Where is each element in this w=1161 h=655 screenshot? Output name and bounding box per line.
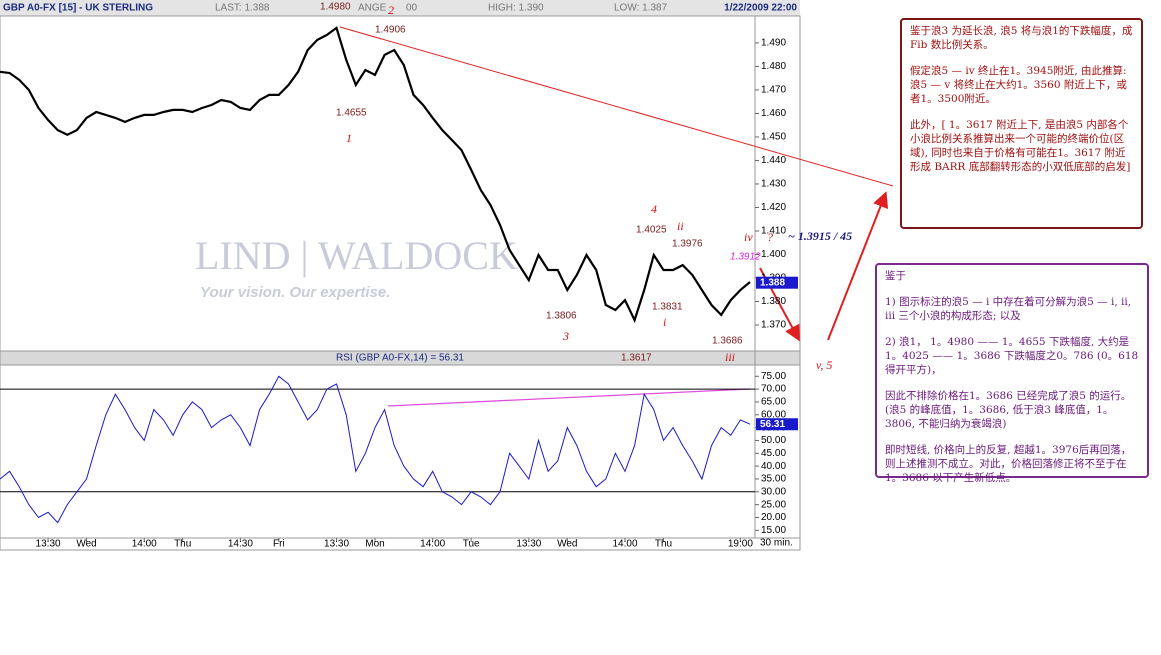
y-tick-label: 45.00 bbox=[761, 448, 786, 459]
note-paragraph: 2) 浪1， 1。4980 —— 1。4655 下跌幅度, 大约是 1。4025… bbox=[885, 336, 1139, 376]
price-line bbox=[0, 375, 751, 524]
x-tick-label: 14:30 bbox=[228, 539, 253, 550]
y-tick-label: 1.490 bbox=[761, 38, 786, 49]
annotation: 1.3806 bbox=[546, 311, 577, 322]
annotation: 1.3686 bbox=[712, 336, 743, 347]
annotation: iii bbox=[725, 350, 735, 364]
y-tick-label: 15.00 bbox=[761, 525, 786, 536]
note-paragraph: 此外，[ 1。3617 附近上下, 是由浪5 内部各个小浪比例关系推算出来一个可… bbox=[910, 119, 1131, 173]
y-tick-label: 65.00 bbox=[761, 397, 786, 408]
annotation: i bbox=[663, 315, 666, 329]
y-tick-label: 1.410 bbox=[761, 226, 786, 237]
x-tick-label: 14:00 bbox=[420, 539, 445, 550]
annotation: 1.4980 bbox=[320, 2, 351, 13]
x-tick-label: Wed bbox=[76, 539, 96, 550]
x-tick-label: 19:00 bbox=[728, 539, 753, 550]
last-price-box bbox=[756, 276, 798, 289]
x-tick-label: 13:30 bbox=[324, 539, 349, 550]
annotation: 4 bbox=[651, 202, 657, 216]
x-tick-label: 14:00 bbox=[132, 539, 157, 550]
annotation: 2 bbox=[388, 3, 394, 17]
note-paragraph: 鉴于浪3 为延长浪, 浪5 将与浪1的下跌幅度，成Fib 数比例关系。 bbox=[910, 25, 1133, 51]
y-tick-label: 35.00 bbox=[761, 474, 786, 485]
note-paragraph: 鉴于 bbox=[885, 270, 906, 282]
watermark-slogan: Your vision. Our expertise. bbox=[200, 284, 390, 301]
y-tick-label: 1.470 bbox=[761, 85, 786, 96]
header-high: HIGH: 1.390 bbox=[488, 3, 544, 14]
x-tick-label: Tue bbox=[463, 539, 480, 550]
chart-frame bbox=[0, 15, 801, 551]
y-tick-label: 30.00 bbox=[761, 486, 786, 497]
x-tick-label: Thu bbox=[655, 539, 672, 550]
annotation: 1.4655 bbox=[336, 108, 367, 119]
y-tick-label: 1.440 bbox=[761, 155, 786, 166]
x-tick-label: Fri bbox=[273, 539, 285, 550]
annotation: ? bbox=[767, 230, 773, 244]
header-change: 00 bbox=[406, 3, 418, 14]
annotation: 1.3831 bbox=[652, 302, 683, 313]
note-paragraph: 假定浪5 — iv 终止在1。3945附近, 由此推算:浪5 — v 将终止在大… bbox=[910, 65, 1127, 105]
annotation: 1.3617 bbox=[621, 353, 652, 364]
y-tick-label: 1.370 bbox=[761, 320, 786, 331]
annotation: 1.4906 bbox=[375, 25, 406, 36]
chart-title: GBP A0-FX [15] - UK STERLING bbox=[3, 3, 153, 14]
y-tick-label: 1.480 bbox=[761, 61, 786, 72]
annotation: ~ 1.3915 / 45 bbox=[788, 229, 852, 243]
y-tick-label: 1.380 bbox=[761, 296, 786, 307]
note-box: 鉴于浪3 为延长浪, 浪5 将与浪1的下跌幅度，成Fib 数比例关系。假定浪5 … bbox=[900, 18, 1143, 229]
note-paragraph: 因此不排除价格在1。3686 已经完成了浪5 的运行。(浪5 的峰底值，1。36… bbox=[885, 390, 1132, 430]
annotation: ii bbox=[677, 219, 684, 233]
x-tick-label: Wed bbox=[557, 539, 577, 550]
y-tick-label: 60.00 bbox=[761, 409, 786, 420]
note-paragraph: 1) 图示标注的浪5 — i 中存在着可分解为浪5 — i, ii, iii 三… bbox=[885, 296, 1132, 322]
y-tick-label: 1.400 bbox=[761, 249, 786, 260]
y-tick-label: 70.00 bbox=[761, 384, 786, 395]
last-price-label: 1.388 bbox=[760, 277, 785, 288]
y-tick-label: 25.00 bbox=[761, 499, 786, 510]
x-tick-label: 14:00 bbox=[612, 539, 637, 550]
y-tick-label: 50.00 bbox=[761, 435, 786, 446]
y-tick-label: 1.420 bbox=[761, 202, 786, 213]
note-box: 鉴于 1) 图示标注的浪5 — i 中存在着可分解为浪5 — i, ii, iii… bbox=[875, 263, 1149, 484]
note-paragraph: 即时短线, 价格向上的反复, 超越1。3976后再回落，则上述推测不成立。对此，… bbox=[885, 444, 1132, 484]
annotation: 1.3976 bbox=[672, 239, 703, 250]
y-tick-label: 1.450 bbox=[761, 132, 786, 143]
annotation: v, 5 bbox=[816, 358, 832, 372]
annotation: 1.3912 bbox=[730, 252, 761, 263]
x-tick-label: 13:30 bbox=[36, 539, 61, 550]
y-tick-label: 40.00 bbox=[761, 461, 786, 472]
annotation: 3 bbox=[562, 329, 569, 343]
last-rsi-label: 56.31 bbox=[760, 419, 785, 430]
rsi-trend-line bbox=[387, 388, 751, 407]
trend-line bbox=[339, 26, 894, 187]
x-tick-label: Thu bbox=[174, 539, 191, 550]
price-line bbox=[0, 26, 751, 324]
x-tick-label: Mon bbox=[365, 539, 384, 550]
y-tick-label: 1.430 bbox=[761, 179, 786, 190]
header-date: 1/22/2009 22:00 bbox=[724, 3, 797, 14]
header-change: ANGE bbox=[358, 3, 387, 14]
annotation: 1 bbox=[346, 131, 352, 145]
rsi-title: RSI (GBP A0-FX,14) = 56.31 bbox=[336, 353, 464, 364]
header-low: LOW: 1.387 bbox=[614, 3, 668, 14]
watermark: LIND | WALDOCK bbox=[195, 233, 518, 278]
last-rsi-box bbox=[756, 418, 798, 431]
x-tick-label: 13:30 bbox=[516, 539, 541, 550]
arrow bbox=[827, 191, 889, 341]
header-last: LAST: 1.388 bbox=[215, 3, 270, 14]
y-tick-label: 75.00 bbox=[761, 371, 786, 382]
annotation: 1.4025 bbox=[636, 225, 667, 236]
y-tick-label: 1.460 bbox=[761, 108, 786, 119]
rsi-bar bbox=[0, 350, 801, 366]
annotation: iv bbox=[744, 230, 753, 244]
y-tick-label: 20.00 bbox=[761, 512, 786, 523]
x-unit: 30 min. bbox=[760, 538, 793, 549]
header-bar bbox=[0, 0, 800, 16]
